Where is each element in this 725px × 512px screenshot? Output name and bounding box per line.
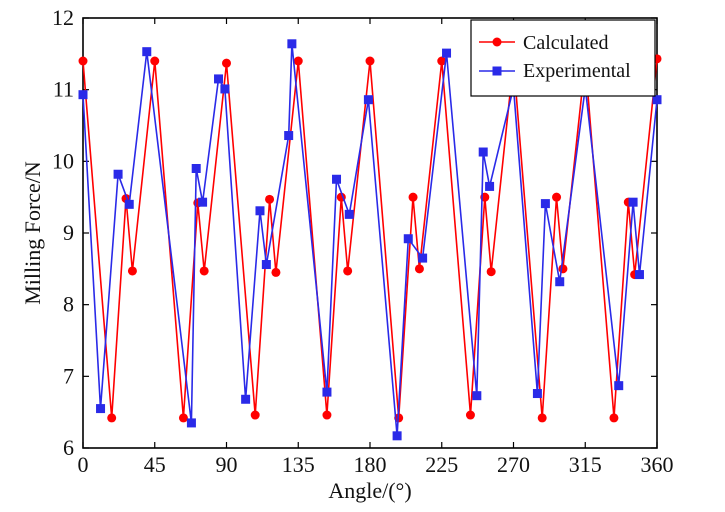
- experimental-point: [344, 209, 354, 219]
- experimental-point: [485, 181, 495, 191]
- experimental-point: [634, 270, 644, 280]
- calculated-point: [343, 266, 353, 276]
- experimental-point: [142, 47, 152, 57]
- x-tick-label: 135: [282, 452, 315, 477]
- x-axis-title: Angle/(°): [328, 478, 411, 503]
- calculated-point: [250, 410, 260, 420]
- experimental-point: [652, 95, 662, 105]
- legend-experimental-label: Experimental: [523, 60, 631, 82]
- experimental-point: [113, 169, 123, 179]
- calculated-point: [437, 56, 447, 66]
- experimental-point: [628, 197, 638, 207]
- experimental-point: [241, 394, 251, 404]
- calculated-point: [271, 267, 281, 277]
- experimental-point: [96, 404, 106, 414]
- calculated-point: [150, 56, 160, 66]
- calculated-point: [408, 192, 418, 202]
- x-tick-label: 180: [354, 452, 387, 477]
- calculated-point: [127, 266, 137, 276]
- x-tick-label: 90: [216, 452, 238, 477]
- calculated-point: [178, 413, 188, 423]
- experimental-point: [332, 174, 342, 184]
- experimental-point: [555, 277, 565, 287]
- experimental-point: [403, 234, 413, 244]
- legend-calculated-label: Calculated: [523, 32, 609, 54]
- legend: Calculated Experimental: [470, 19, 656, 97]
- legend-calculated-marker: [492, 37, 502, 47]
- calculated-point: [486, 267, 496, 277]
- x-tick-label: 225: [425, 452, 458, 477]
- y-tick-label: 10: [52, 148, 74, 173]
- x-tick-label: 315: [569, 452, 602, 477]
- legend-box: [470, 19, 656, 97]
- experimental-point: [478, 147, 488, 157]
- experimental-point: [532, 389, 542, 399]
- experimental-point: [198, 197, 208, 207]
- y-tick-label: 9: [63, 220, 74, 245]
- calculated-point: [199, 266, 209, 276]
- calculated-point: [537, 413, 547, 423]
- x-tick-label: 270: [497, 452, 530, 477]
- experimental-point: [392, 431, 402, 441]
- y-tick-label: 12: [52, 5, 74, 30]
- experimental-point: [322, 387, 332, 397]
- calculated-point: [365, 56, 375, 66]
- experimental-point: [261, 260, 271, 270]
- calculated-point: [465, 410, 475, 420]
- y-tick-label: 11: [53, 77, 74, 102]
- experimental-point: [78, 90, 88, 100]
- y-tick-label: 8: [63, 292, 74, 317]
- y-axis-title: Milling Force/N: [20, 161, 45, 305]
- x-tick-label: 45: [144, 452, 166, 477]
- y-tick-label: 6: [63, 435, 74, 460]
- calculated-point: [293, 56, 303, 66]
- x-tick-label: 0: [78, 452, 89, 477]
- calculated-point: [414, 264, 424, 274]
- experimental-point: [124, 199, 134, 209]
- experimental-point: [287, 39, 297, 49]
- calculated-point: [552, 192, 562, 202]
- experimental-point: [220, 84, 230, 94]
- experimental-point: [284, 131, 294, 141]
- experimental-point: [214, 74, 224, 84]
- experimental-point: [191, 164, 201, 173]
- y-tick-label: 7: [63, 363, 74, 388]
- experimental-point: [442, 48, 452, 58]
- calculated-point: [609, 413, 619, 423]
- x-tick-label: 360: [641, 452, 674, 477]
- experimental-point: [540, 199, 550, 209]
- calculated-point: [222, 58, 231, 68]
- experimental-point: [614, 381, 624, 391]
- calculated-point: [78, 56, 88, 66]
- experimental-point: [186, 418, 196, 428]
- experimental-point: [472, 391, 482, 401]
- calculated-point: [558, 264, 568, 274]
- axis-ticks: 0 45 90 135 180 225 270 315 360 6 7 8 9 10 11 12: [52, 5, 674, 477]
- experimental-point: [255, 206, 265, 216]
- experimental-point: [363, 95, 373, 105]
- calculated-point: [107, 413, 117, 423]
- legend-experimental-marker: [492, 66, 502, 76]
- calculated-point: [322, 410, 332, 420]
- experimental-point: [418, 253, 428, 263]
- series-layer: [78, 39, 662, 441]
- calculated-point: [265, 194, 275, 204]
